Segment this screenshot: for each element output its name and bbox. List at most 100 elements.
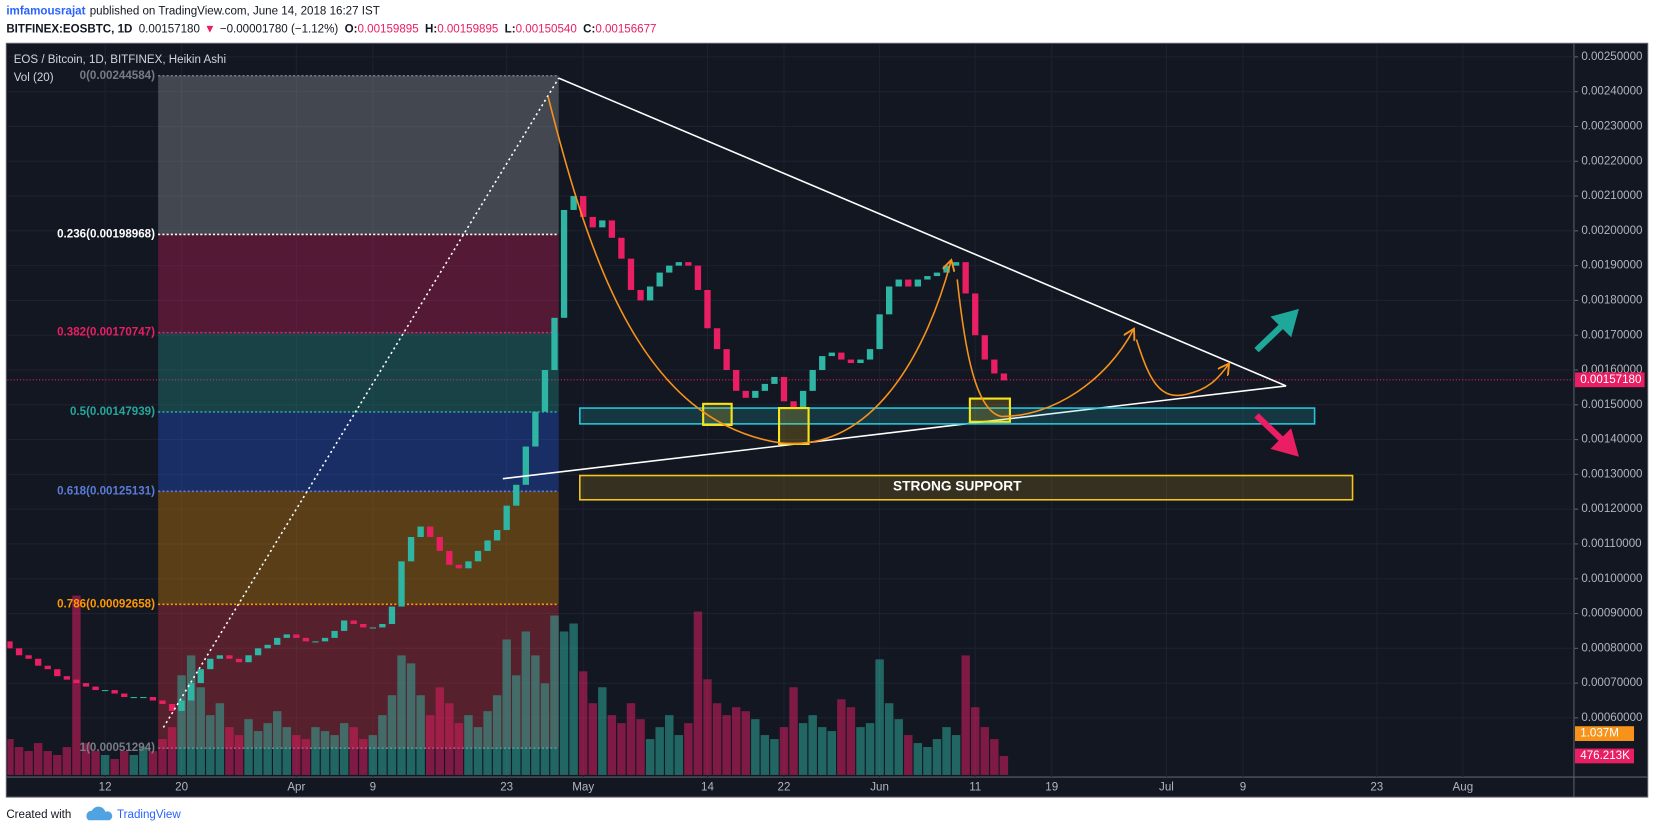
candle-body: [436, 536, 443, 551]
published: published on TradingView.com, June 14, 2…: [90, 6, 380, 18]
volume-bar: [770, 739, 779, 775]
candle-body: [398, 561, 405, 607]
volume-bar: [167, 727, 177, 775]
volume-bar: [904, 735, 913, 775]
candle-body: [417, 526, 424, 537]
candle-body: [73, 679, 80, 684]
volume-bar: [397, 655, 406, 775]
candle-body: [35, 658, 42, 666]
ohlc-key: H:: [425, 24, 437, 36]
x-tick-label: Apr: [287, 782, 305, 794]
candle-body: [283, 634, 290, 638]
last-price-label: 0.00157180: [1580, 374, 1641, 386]
candle-body: [484, 540, 491, 551]
triangle-upper: [558, 77, 1287, 387]
volume-bar: [971, 707, 980, 775]
x-tick-label: 19: [1045, 782, 1058, 794]
candle-body: [952, 262, 960, 266]
volume-label: 476.213K: [1580, 750, 1630, 762]
candle-body: [685, 262, 692, 266]
candle-body: [723, 349, 730, 370]
volume-bar: [263, 723, 272, 775]
fib-zone: [158, 411, 559, 492]
up-arrow: [1254, 308, 1299, 353]
volume-bar: [158, 739, 167, 775]
candle-body: [226, 655, 233, 659]
y-tick-label: 0.00120000: [1581, 503, 1642, 515]
candle-body: [92, 686, 99, 691]
candle-body: [7, 641, 13, 649]
y-tick-label: 0.00140000: [1581, 434, 1642, 446]
x-tick-label: May: [572, 782, 594, 794]
candle-body: [666, 265, 673, 273]
candle-body: [302, 637, 310, 642]
volume-bar: [330, 735, 339, 775]
volume-bar: [492, 695, 502, 775]
candle-body: [493, 530, 501, 541]
volume-bar: [598, 687, 607, 775]
y-tick-label: 0.00100000: [1581, 573, 1642, 585]
candle-body: [981, 335, 988, 360]
volume-bar: [100, 755, 110, 775]
candle-body: [446, 550, 453, 565]
header-line: imfamousrajat published on TradingView.co…: [6, 6, 379, 18]
strong-support-box: [579, 474, 1354, 501]
volume-bar: [483, 711, 492, 775]
candle-body: [618, 237, 625, 259]
volume-bar: [454, 723, 464, 775]
ohlc-value: 0.00156677: [595, 24, 656, 36]
ohlc-key: O:: [345, 24, 358, 36]
y-tick-label: 0.00110000: [1581, 538, 1641, 550]
candle-body: [675, 262, 682, 266]
fib-label: 0.382(0.00170747): [57, 327, 155, 339]
fib-label: 1(0.00051294): [80, 742, 155, 754]
volume-bar: [827, 731, 837, 775]
volume-bar: [703, 679, 712, 775]
volume-bar: [215, 703, 225, 775]
volume-bar: [980, 727, 989, 775]
candle-body: [972, 293, 979, 336]
volume-bar: [684, 723, 693, 775]
candle-body: [178, 700, 185, 711]
volume-bar: [913, 743, 923, 775]
volume-bar: [531, 655, 540, 775]
author[interactable]: imfamousrajat: [6, 6, 85, 18]
y-tick-label: 0.00170000: [1581, 329, 1642, 341]
candle-body: [331, 630, 338, 638]
candle-body: [752, 390, 759, 398]
candle-body: [82, 683, 90, 687]
volume-bar: [445, 703, 454, 775]
x-tick-label: Jul: [1159, 782, 1174, 794]
candle-body: [15, 648, 23, 656]
y-tick-label: 0.00150000: [1581, 399, 1642, 411]
candle-body: [245, 655, 252, 663]
volume-bar: [751, 719, 760, 775]
volume-bar: [607, 715, 617, 775]
footer-brand[interactable]: TradingView: [117, 809, 181, 821]
volume-bar: [225, 727, 234, 775]
volume-bar: [617, 723, 626, 775]
candle-body: [570, 196, 577, 210]
candle-body: [608, 220, 616, 238]
triangle-lower: [502, 385, 1287, 480]
volume-bar: [282, 727, 291, 775]
highlight-box: [702, 402, 733, 426]
volume-bar: [244, 719, 253, 775]
candle-body: [627, 258, 635, 290]
volume-bar: [81, 743, 91, 775]
x-tick-label: Jun: [870, 782, 889, 794]
candle-body: [704, 289, 711, 329]
volume-bar: [741, 711, 750, 775]
logo: [86, 806, 113, 821]
volume-bar: [655, 727, 664, 775]
volume-bar: [311, 727, 320, 775]
volume-bar: [234, 735, 244, 775]
drawings: [162, 77, 1354, 728]
volume-label: 1.037M: [1580, 728, 1619, 740]
candle-body: [991, 359, 998, 374]
fib-label: 0(0.00244584): [80, 70, 155, 82]
candle-body: [274, 637, 281, 645]
y-tick-label: 0.00220000: [1581, 155, 1642, 167]
y-tick-label: 0.00080000: [1581, 642, 1642, 654]
fib-trend-line: [162, 77, 560, 728]
